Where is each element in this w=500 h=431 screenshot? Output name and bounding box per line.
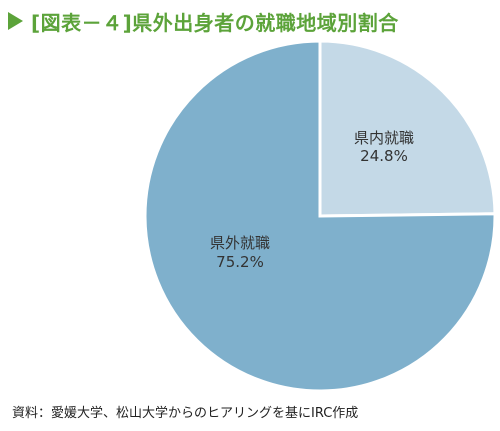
source-note: 資料：愛媛大学、松山大学からのヒアリングを基にIRC作成 bbox=[12, 406, 359, 421]
pie-slice-1 bbox=[143, 39, 497, 393]
pie-labels: 県内就職 24.8% 県外就職 75.2% bbox=[210, 129, 414, 271]
pie-slice-0 bbox=[318, 39, 497, 218]
slice-label-1: 県外就職 75.2% bbox=[210, 234, 270, 271]
pie-slices bbox=[143, 39, 497, 393]
chart-title: [図表－４]県外出身者の就職地域別割合 bbox=[31, 10, 399, 35]
chart-title-bar: [図表－４]県外出身者の就職地域別割合 bbox=[8, 6, 496, 36]
slice-label-0: 県内就職 24.8% bbox=[354, 129, 414, 165]
title-arrow-icon bbox=[8, 12, 23, 30]
